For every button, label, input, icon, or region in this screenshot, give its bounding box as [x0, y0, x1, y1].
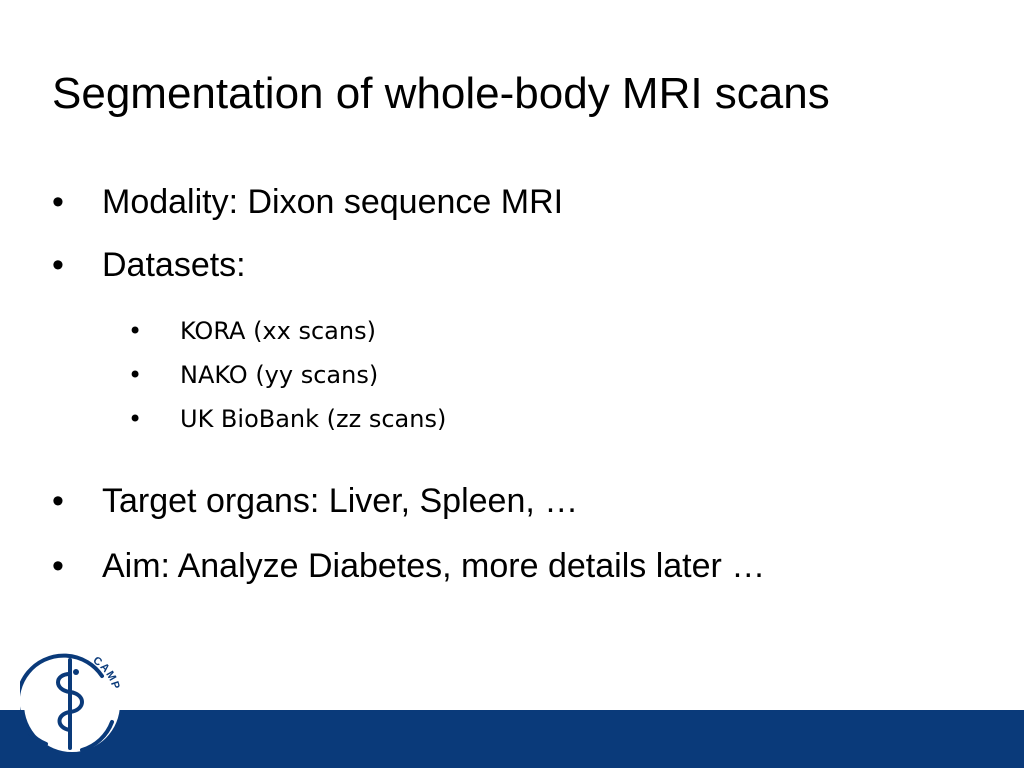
- sub-bullet-text: KORA (xx scans): [180, 317, 376, 345]
- caduceus-icon: [56, 658, 84, 750]
- sub-bullet-marker: •: [128, 405, 143, 433]
- bullet-text: Aim: Analyze Diabetes, more details late…: [102, 547, 766, 585]
- bullet-text: Datasets:: [102, 246, 246, 284]
- sub-bullet-text: UK BioBank (zz scans): [180, 405, 447, 433]
- sub-bullet-marker: •: [128, 361, 143, 389]
- camp-logo: CAMP: [20, 653, 121, 752]
- bullet-marker: •: [52, 246, 64, 284]
- bullet-marker: •: [52, 482, 64, 520]
- bullet-text: Target organs: Liver, Spleen, …: [102, 482, 579, 520]
- bullet-text: Modality: Dixon sequence MRI: [102, 183, 564, 221]
- slide-title: Segmentation of whole-body MRI scans: [52, 69, 830, 118]
- bullet-marker: •: [52, 183, 64, 221]
- bullet-marker: •: [52, 547, 64, 585]
- footer-bar: [0, 710, 1024, 768]
- sub-bullet-text: NAKO (yy scans): [180, 361, 379, 389]
- sub-bullet-marker: •: [128, 317, 143, 345]
